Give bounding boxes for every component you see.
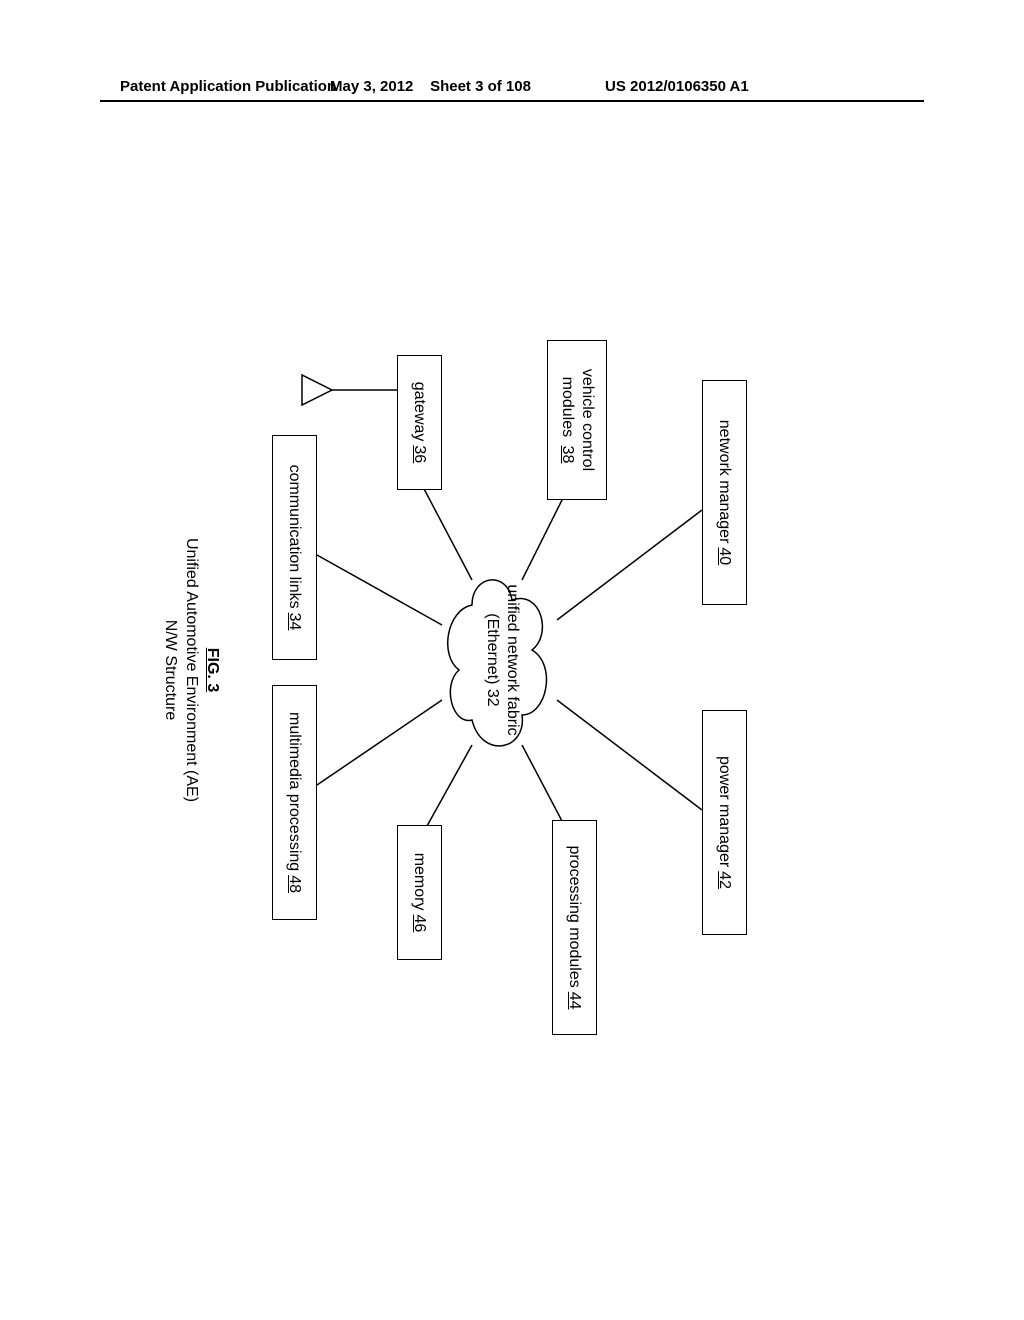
label-l1: vehicle control [579,369,596,471]
label: processing modules [565,845,585,987]
caption-fig: FIG. 3 [204,648,221,692]
box-vehicle-control: vehicle control modules 38 [547,340,607,500]
label: multimedia processing [285,712,305,871]
label: vehicle control modules 38 [557,369,597,471]
label: power manager [715,756,735,867]
antenna-icon [297,370,337,410]
figure-caption: FIG. 3 Unified Automotive Environment (A… [160,520,222,820]
ref: 38 [559,446,576,464]
label: gateway [410,382,430,442]
box-power-manager: power manager 42 [702,710,747,935]
ref: 36 [410,445,430,463]
caption-line2: Unified Automotive Environment (AE) [183,538,200,802]
box-gateway: gateway 36 [397,355,442,490]
box-multimedia-processing: multimedia processing 48 [272,685,317,920]
ref: 40 [715,547,735,565]
cloud-ref: 32 [484,689,501,707]
caption-line3: N/W Structure [162,620,179,720]
label: communication links [285,465,305,609]
diagram: unified network fabric (Ethernet) 32 net… [0,0,1024,1320]
cloud-line1: unified network fabric [504,584,521,735]
label: memory [410,853,430,911]
ref: 44 [565,992,585,1010]
rotated-stage: unified network fabric (Ethernet) 32 net… [132,280,892,1040]
box-network-manager: network manager 40 [702,380,747,605]
cloud-label: unified network fabric (Ethernet) 32 [482,584,522,735]
label-l2: modules [559,377,576,437]
ref: 48 [285,875,305,893]
cloud-network-fabric: unified network fabric (Ethernet) 32 [437,565,567,755]
ref: 34 [285,613,305,631]
ref: 46 [410,914,430,932]
label: network manager [715,420,735,544]
box-processing-modules: processing modules 44 [552,820,597,1035]
box-communication-links: communication links 34 [272,435,317,660]
ref: 42 [715,871,735,889]
cloud-line2: (Ethernet) [484,613,501,684]
box-memory: memory 46 [397,825,442,960]
